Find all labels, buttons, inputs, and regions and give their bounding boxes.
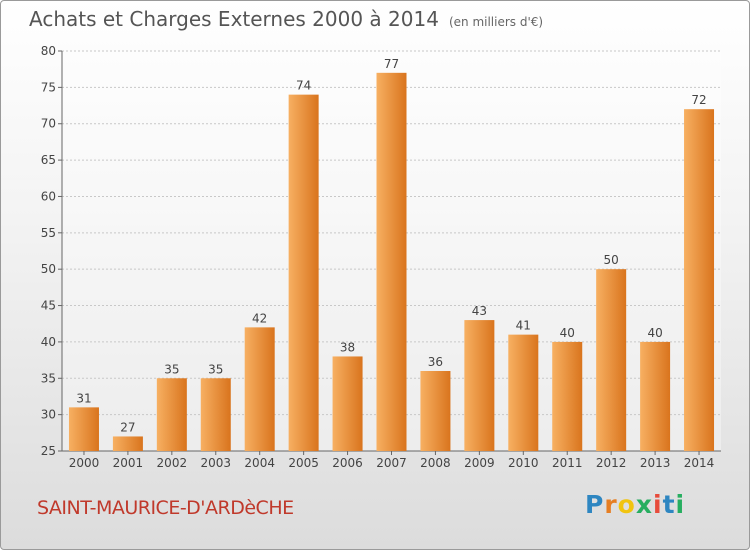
logo-letter: x <box>635 490 653 519</box>
bar-2001 <box>112 436 143 451</box>
value-label: 38 <box>340 340 355 354</box>
bar-2008 <box>420 371 451 451</box>
x-tick-label: 2002 <box>157 456 188 470</box>
bar-2000 <box>68 407 99 451</box>
y-tick-label: 50 <box>41 262 56 276</box>
chart-subtitle: (en milliers d'€) <box>448 15 544 29</box>
logo-letter: i <box>675 490 686 519</box>
bar-2005 <box>288 94 319 452</box>
value-label: 72 <box>691 93 706 107</box>
value-label: 40 <box>560 326 575 340</box>
bar-2012 <box>596 269 627 451</box>
bar-2003 <box>200 378 231 451</box>
value-label: 31 <box>76 391 91 405</box>
y-tick-label: 70 <box>41 117 56 131</box>
value-label: 40 <box>647 326 662 340</box>
x-tick-label: 2007 <box>376 456 407 470</box>
y-tick-label: 30 <box>41 408 56 422</box>
x-tick-label: 2008 <box>420 456 451 470</box>
x-tick-label: 2004 <box>244 456 275 470</box>
bar-2002 <box>156 378 187 451</box>
y-tick-label: 45 <box>41 299 56 313</box>
bar-2009 <box>464 320 495 451</box>
bar-2010 <box>508 334 539 451</box>
value-label: 35 <box>208 362 223 376</box>
x-tick-label: 2003 <box>200 456 231 470</box>
value-label: 74 <box>296 79 311 93</box>
value-label: 77 <box>384 57 399 71</box>
value-label: 35 <box>164 362 179 376</box>
y-tick-label: 65 <box>41 153 56 167</box>
proxiti-logo: Proxiti <box>585 490 685 519</box>
x-tick-label: 2011 <box>552 456 583 470</box>
y-tick-label: 25 <box>41 444 56 458</box>
value-label: 50 <box>604 253 619 267</box>
chart-title: Achats et Charges Externes 2000 à 2014 (e… <box>29 7 543 31</box>
y-tick-label: 60 <box>41 189 56 203</box>
x-tick-label: 2013 <box>640 456 671 470</box>
logo-letter: r <box>604 490 618 519</box>
value-label: 27 <box>120 420 135 434</box>
bar-2006 <box>332 356 363 451</box>
logo-letter: t <box>662 490 676 519</box>
x-tick-label: 2010 <box>508 456 539 470</box>
x-tick-label: 2000 <box>69 456 100 470</box>
y-tick-label: 35 <box>41 371 56 385</box>
logo-letter: P <box>585 490 605 519</box>
x-tick-label: 2001 <box>113 456 144 470</box>
logo-letter: o <box>617 490 636 519</box>
y-tick-label: 55 <box>41 226 56 240</box>
value-label: 42 <box>252 311 267 325</box>
bar-2011 <box>552 341 583 451</box>
x-tick-label: 2009 <box>464 456 495 470</box>
x-tick-label: 2006 <box>332 456 363 470</box>
value-label: 43 <box>472 304 487 318</box>
y-tick-label: 75 <box>41 80 56 94</box>
value-label: 36 <box>428 355 443 369</box>
chart-title-text: Achats et Charges Externes 2000 à 2014 <box>29 7 439 31</box>
x-tick-label: 2014 <box>684 456 715 470</box>
y-tick-label: 80 <box>41 44 56 58</box>
city-name: SAINT-MAURICE-D'ARDèCHE <box>37 497 294 519</box>
x-tick-label: 2005 <box>288 456 319 470</box>
bar-2007 <box>376 72 407 452</box>
x-tick-label: 2012 <box>596 456 627 470</box>
bar-2014 <box>684 109 715 451</box>
logo-letter: i <box>653 490 663 519</box>
bar-2004 <box>244 327 275 451</box>
value-label: 41 <box>516 319 531 333</box>
y-tick-label: 40 <box>41 335 56 349</box>
bar-2013 <box>640 341 671 451</box>
